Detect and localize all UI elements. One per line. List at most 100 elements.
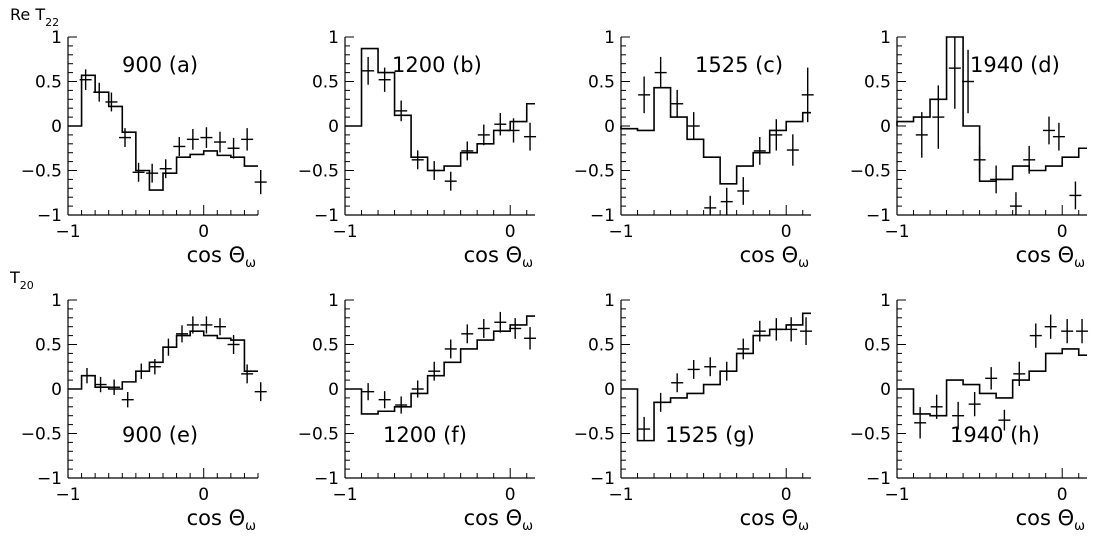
y-tick-label: 0.5 (588, 336, 615, 356)
data-point (1043, 116, 1055, 145)
data-point (948, 37, 961, 109)
x-tick-label: −1 (884, 222, 909, 242)
panel-label: 1525 (g) (665, 423, 755, 447)
data-point (461, 324, 474, 344)
x-axis-label-main: cos Θ (187, 243, 246, 267)
data-point (1029, 323, 1042, 348)
data-point (93, 82, 106, 102)
panel-label: 1525 (c) (695, 53, 783, 77)
data-point (753, 320, 766, 342)
data-point (654, 392, 667, 412)
data-point (1044, 314, 1057, 339)
data-point (687, 112, 700, 140)
data-point (654, 56, 667, 89)
data-point (952, 401, 965, 430)
data-point (507, 118, 520, 143)
y-tick-label: 1 (880, 291, 891, 311)
data-point (704, 195, 717, 215)
y-tick-label: −1 (37, 206, 62, 226)
data-point (671, 89, 684, 118)
y-tick-label: 1 (604, 291, 615, 311)
y-tick-label: 0 (51, 380, 62, 400)
y-tick-label: 1 (51, 291, 62, 311)
y-tick-label: −1 (866, 469, 891, 489)
data-point (227, 137, 240, 159)
data-point (494, 311, 507, 333)
x-axis-label-subscript: ω (245, 256, 256, 271)
data-point (461, 141, 474, 161)
x-tick-label: 0 (198, 485, 209, 505)
data-point (671, 373, 684, 393)
data-point (362, 56, 375, 85)
data-point (108, 379, 121, 395)
data-point (720, 361, 733, 381)
data-point (81, 367, 93, 384)
y-tick-label: 0 (328, 117, 339, 137)
data-point (985, 367, 998, 390)
x-axis-label-subscript: ω (798, 256, 809, 271)
data-point (362, 383, 375, 401)
data-point (930, 394, 943, 419)
histogram-line (897, 348, 1087, 417)
data-point (638, 416, 651, 442)
data-point (444, 339, 457, 359)
data-point (148, 359, 161, 375)
histogram-line (621, 312, 811, 442)
data-point (998, 409, 1011, 431)
y-tick-label: 1 (328, 291, 339, 311)
data-point (1061, 319, 1074, 344)
data-point (720, 187, 733, 215)
data-point (1013, 361, 1026, 386)
data-point (159, 159, 172, 179)
data-point (990, 165, 1003, 194)
data-point (176, 325, 188, 343)
x-axis-label-main: cos Θ (464, 243, 523, 267)
histogram-line (345, 47, 535, 172)
x-tick-label: −1 (884, 485, 909, 505)
x-tick-label: −1 (332, 485, 357, 505)
data-point (135, 363, 148, 379)
row-label-bottom: T20 (9, 268, 34, 292)
data-point (227, 335, 240, 354)
data-point (173, 137, 186, 156)
data-point (254, 169, 267, 195)
data-point (1076, 319, 1089, 344)
data-point (395, 100, 408, 122)
data-point (1069, 181, 1082, 210)
data-point (411, 380, 424, 398)
x-axis-label: cos Θω (187, 506, 256, 534)
y-tick-label: 1 (51, 28, 62, 48)
data-point (915, 112, 928, 158)
y-tick-label: 0.5 (312, 73, 339, 93)
x-axis-label-main: cos Θ (740, 506, 799, 530)
panel-label: 1200 (f) (383, 423, 467, 447)
row-label-top: Re T22 (10, 5, 59, 29)
y-tick-label: 0 (604, 117, 615, 137)
data-point (428, 361, 441, 381)
data-point (121, 392, 134, 408)
y-tick-label: 0.5 (312, 336, 339, 356)
x-axis-label-main: cos Θ (740, 243, 799, 267)
data-point (737, 338, 750, 360)
data-point (968, 392, 981, 417)
x-tick-label: 0 (505, 222, 516, 242)
x-axis-label-subscript: ω (522, 519, 533, 534)
data-point (411, 150, 424, 170)
y-tick-label: 1 (328, 28, 339, 48)
data-point (477, 124, 490, 146)
data-point (786, 134, 799, 166)
data-point (524, 327, 537, 350)
x-axis-label-subscript: ω (798, 519, 809, 534)
data-point (753, 137, 766, 165)
panel-label: 1940 (d) (970, 53, 1060, 77)
histogram-line (345, 315, 535, 415)
panel-label: 1940 (h) (950, 423, 1040, 447)
data-point (94, 376, 107, 393)
x-axis-label: cos Θω (464, 243, 533, 271)
data-point (477, 319, 490, 338)
